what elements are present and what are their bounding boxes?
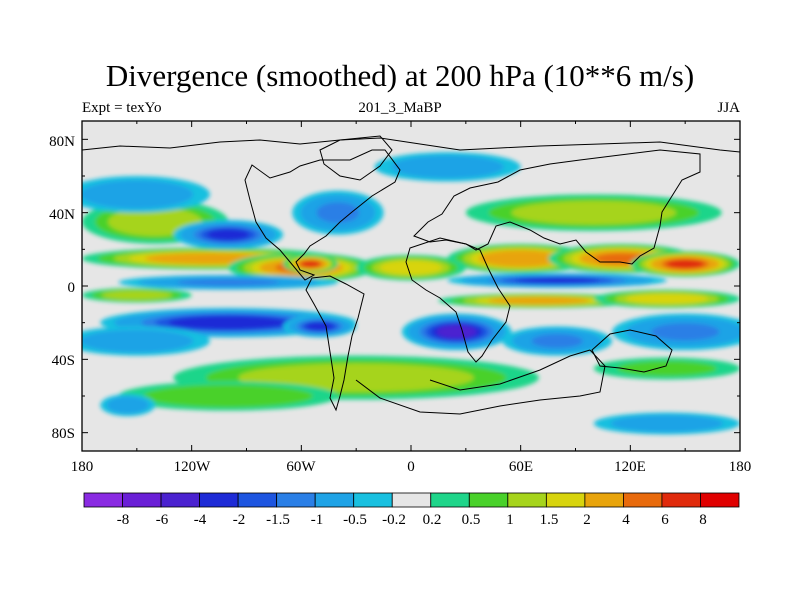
- field-feature-12-level-3: [270, 367, 442, 388]
- cb-label-5: -1.5: [266, 512, 290, 528]
- field-feature-17-level-2: [97, 184, 177, 205]
- lon-label-0: 0: [407, 459, 415, 475]
- field-feature-24-level-3: [531, 334, 583, 348]
- lon-labels: 180 120W 60W 0 60E 120E 180: [71, 459, 752, 475]
- cb-label-15: 6: [661, 512, 669, 528]
- field-feature-5-level-7: [666, 259, 704, 269]
- coastline-australia: [591, 329, 673, 373]
- coastline-arctic: [82, 137, 740, 153]
- lat-label-80n: 80N: [49, 134, 75, 150]
- field-feature-28-level-2: [112, 399, 143, 412]
- colorbar-swatch-5: [276, 492, 316, 508]
- coastline-africa: [405, 237, 511, 363]
- cb-label-11: 1: [506, 512, 514, 528]
- colorbar-swatch-14: [623, 492, 663, 508]
- coastline-eurasia: [413, 149, 701, 265]
- colorbar-swatch-10: [468, 492, 509, 508]
- cb-label-2: -6: [156, 512, 169, 528]
- field-feature-6-level-4: [388, 262, 434, 274]
- lon-label-60e: 60E: [509, 459, 533, 475]
- colorbar-swatch-4: [237, 492, 278, 508]
- field-feature-11-level-3: [534, 204, 654, 222]
- lat-label-40n: 40N: [49, 207, 75, 223]
- field-feature-20-level-5: [515, 277, 600, 284]
- field-feature-23-level-6: [436, 325, 477, 339]
- field-feature-25-level-2: [97, 333, 177, 349]
- field-feature-26-level-3: [651, 323, 720, 341]
- colorbar-swatch-13: [584, 492, 624, 508]
- colorbar-swatch-8: [391, 492, 432, 508]
- colorbar-swatch-16: [700, 492, 740, 508]
- lon-label-120w: 120W: [174, 459, 212, 475]
- plot-title: Divergence (smoothed) at 200 hPa (10**6 …: [105, 58, 695, 93]
- cb-label-10: 0.5: [462, 512, 481, 528]
- field-feature-21-level-6: [182, 317, 275, 328]
- cb-label-4: -2: [233, 512, 246, 528]
- field-feature-2-level-7: [301, 260, 320, 268]
- cb-label-7: -0.5: [343, 512, 367, 528]
- left-string: Expt = texYo: [82, 100, 162, 116]
- colorbar-swatch-11: [507, 492, 547, 508]
- cb-label-1: -8: [117, 512, 130, 528]
- colorbar-labels: -8 -6 -4 -2 -1.5 -1 -0.5 -0.2 0.2 0.5 1 …: [117, 512, 707, 528]
- cb-label-12: 1.5: [540, 512, 559, 528]
- field-feature-18-level-2: [407, 158, 488, 175]
- cb-label-6: -1: [311, 512, 324, 528]
- lat-label-80s: 80S: [52, 426, 75, 442]
- cb-label-14: 4: [622, 512, 630, 528]
- field-feature-27-level-2: [627, 417, 707, 430]
- field-feature-22-level-5: [305, 322, 334, 331]
- coastline-antarctica: [355, 349, 606, 415]
- lat-label-0: 0: [68, 280, 76, 296]
- lat-labels: 80N 40N 0 40S 80S: [49, 134, 75, 442]
- axis-ticks: [81, 121, 741, 451]
- colorbar-swatch-2: [160, 492, 200, 508]
- colorbar-swatch-15: [661, 492, 701, 508]
- lat-label-40s: 40S: [52, 353, 75, 369]
- field-feature-10-level-3: [120, 211, 190, 233]
- lon-label-120e: 120E: [614, 459, 646, 475]
- field-feature-15-level-5: [207, 229, 250, 241]
- colorbar-swatch-12: [545, 492, 586, 508]
- field-feature-14-level-1: [617, 361, 717, 376]
- coastline-south-america: [305, 275, 365, 412]
- colorbar-swatch-7: [353, 492, 393, 508]
- field-feature-3-level-6: [494, 253, 547, 264]
- coastline-greenland: [319, 135, 393, 181]
- colorbar: [83, 492, 740, 508]
- lon-label-180e: 180: [729, 459, 752, 475]
- cb-label-13: 2: [583, 512, 591, 528]
- center-string: 201_3_MaBP: [358, 100, 442, 116]
- cb-label-9: 0.2: [423, 512, 442, 528]
- lon-label-180w: 180: [71, 459, 94, 475]
- divergence-field: [82, 152, 740, 435]
- colorbar-swatch-0: [83, 492, 123, 508]
- field-feature-8-level-4: [636, 295, 698, 303]
- field-feature-16-level-3: [316, 202, 360, 223]
- field-feature-0-level-5: [160, 254, 260, 263]
- right-string: JJA: [717, 100, 740, 116]
- colorbar-swatch-3: [199, 492, 239, 508]
- coastline-greater-antarctic: [429, 349, 591, 391]
- cb-label-3: -4: [194, 512, 207, 528]
- field-feature-19-level-3: [177, 278, 280, 286]
- map-panel: [81, 120, 741, 452]
- field-feature-7-level-5: [500, 297, 578, 304]
- colorbar-swatch-1: [122, 492, 162, 508]
- colorbar-swatch-6: [314, 492, 355, 508]
- cb-label-8: -0.2: [382, 512, 406, 528]
- coastlines: [82, 135, 740, 415]
- lon-label-60w: 60W: [286, 459, 316, 475]
- field-feature-9-level-3: [111, 291, 163, 299]
- cb-label-16: 8: [699, 512, 707, 528]
- coastline-north-america: [244, 149, 401, 281]
- field-feature-13-level-2: [168, 388, 288, 404]
- colorbar-swatch-9: [430, 492, 470, 508]
